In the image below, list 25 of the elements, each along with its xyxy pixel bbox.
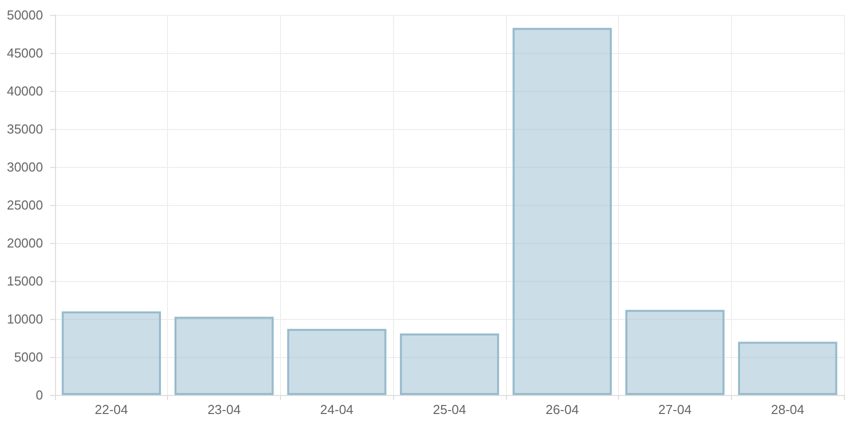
x-tick-label: 23-04 bbox=[207, 402, 241, 417]
y-tick-label: 0 bbox=[36, 388, 43, 402]
x-tick-label: 24-04 bbox=[320, 402, 354, 417]
y-tick-label: 20000 bbox=[6, 236, 43, 250]
y-tick-label: 15000 bbox=[6, 274, 43, 288]
x-tick-label: 28-04 bbox=[771, 402, 804, 417]
x-tick-label: 25-04 bbox=[432, 402, 466, 417]
x-tick-label: 26-04 bbox=[546, 402, 579, 417]
y-tick-label: 45000 bbox=[6, 46, 43, 60]
x-tick-label: 27-04 bbox=[658, 402, 692, 417]
bar bbox=[62, 311, 161, 395]
y-tick-label: 10000 bbox=[6, 312, 43, 326]
bar bbox=[287, 328, 386, 395]
y-tick-label: 30000 bbox=[6, 160, 43, 174]
y-tick-label: 5000 bbox=[14, 350, 43, 364]
bar bbox=[625, 310, 725, 395]
x-tick-label: 22-04 bbox=[94, 402, 128, 417]
bar bbox=[512, 28, 612, 395]
y-tick-label: 40000 bbox=[6, 84, 43, 98]
bar bbox=[400, 333, 500, 395]
y-tick-label: 25000 bbox=[6, 198, 43, 212]
y-tick-label: 50000 bbox=[6, 8, 43, 22]
bar bbox=[738, 342, 838, 395]
y-tick-label: 35000 bbox=[6, 122, 43, 136]
bar bbox=[174, 316, 274, 395]
